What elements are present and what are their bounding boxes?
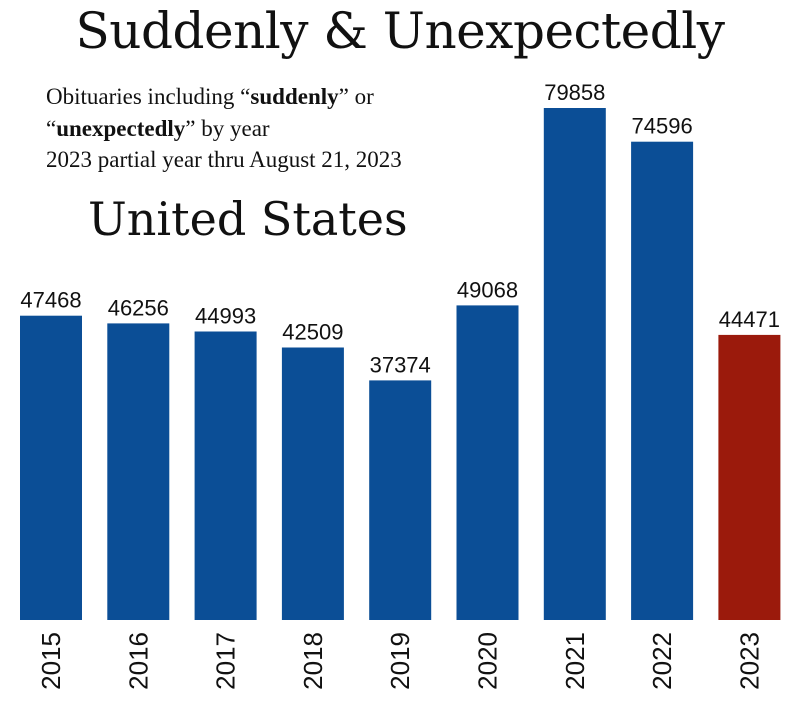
bar-2016 [107, 323, 170, 620]
bar-2020 [456, 305, 519, 620]
value-label-2022: 74596 [632, 114, 693, 139]
value-label-2016: 46256 [108, 295, 169, 320]
value-label-2019: 37374 [370, 352, 431, 377]
subtitle-text: Obituaries including “ [46, 84, 251, 109]
x-tick-2017: 2017 [211, 632, 241, 690]
x-tick-2019: 2019 [385, 632, 415, 690]
value-label-2023: 44471 [719, 307, 780, 332]
subtitle-text: ” or [338, 84, 374, 109]
subtitle-line-3: 2023 partial year thru August 21, 2023 [46, 147, 402, 172]
chart-title: Suddenly & Unexpectedly [75, 2, 725, 60]
x-tick-2020: 2020 [473, 632, 503, 690]
subtitle-text: ” by year [185, 116, 270, 141]
subtitle-line-1: Obituaries including “suddenly” or [46, 84, 374, 110]
x-tick-2023: 2023 [734, 632, 764, 690]
bar-2018 [281, 347, 344, 620]
value-label-2021: 79858 [544, 80, 605, 105]
subtitle-keyword-unexpectedly: unexpectedly [56, 116, 186, 141]
x-tick-2022: 2022 [647, 632, 677, 690]
x-tick-2018: 2018 [298, 632, 328, 690]
region-label: United States [88, 192, 408, 246]
bar-2019 [369, 380, 432, 620]
value-label-2020: 49068 [457, 277, 518, 302]
bar-2021 [543, 108, 606, 620]
bar-2022 [631, 141, 694, 620]
bar-2015 [20, 315, 82, 620]
x-tick-2016: 2016 [123, 632, 153, 690]
subtitle-line-2: “unexpectedly” by year [46, 116, 270, 142]
value-label-2015: 47468 [20, 288, 81, 313]
subtitle-keyword-suddenly: suddenly [250, 84, 339, 109]
subtitle-text: “ [46, 116, 57, 141]
x-tick-2021: 2021 [560, 632, 590, 690]
x-tick-2015: 2015 [36, 632, 66, 690]
value-label-2018: 42509 [282, 320, 343, 345]
bar-2023 [718, 334, 781, 620]
value-label-2017: 44993 [195, 304, 256, 329]
bar-2017 [194, 331, 257, 620]
